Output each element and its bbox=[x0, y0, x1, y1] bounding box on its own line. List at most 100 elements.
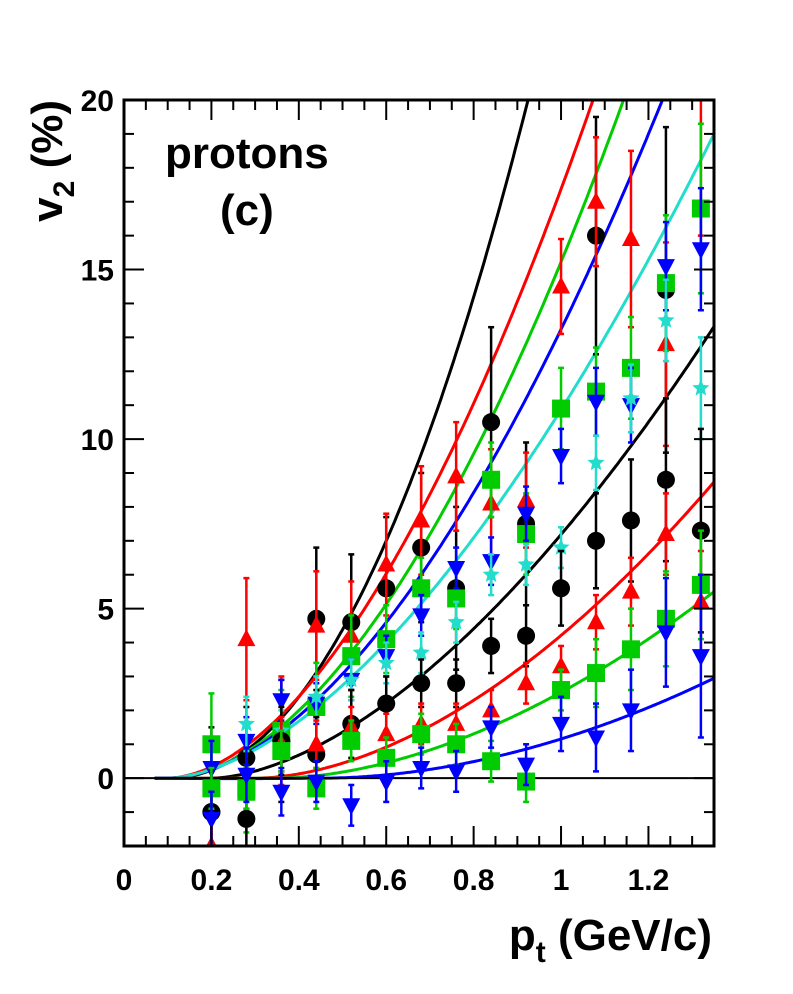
data-points bbox=[202, 73, 710, 863]
x-tick-label: 0.4 bbox=[278, 864, 320, 897]
series-cyan-1 bbox=[237, 278, 710, 753]
marker bbox=[307, 734, 326, 752]
marker bbox=[656, 524, 675, 542]
marker bbox=[656, 625, 675, 643]
marker bbox=[307, 774, 326, 792]
marker bbox=[412, 579, 431, 598]
x-tick-label: 0 bbox=[116, 864, 133, 897]
marker bbox=[307, 615, 326, 633]
marker bbox=[237, 629, 256, 647]
marker bbox=[202, 846, 220, 863]
marker bbox=[482, 470, 501, 489]
marker bbox=[692, 379, 710, 396]
marker bbox=[482, 720, 501, 738]
marker bbox=[237, 767, 256, 785]
y-tick-label: 20 bbox=[81, 85, 114, 118]
marker bbox=[552, 449, 571, 467]
marker bbox=[342, 647, 361, 666]
x-tick-label: 1 bbox=[553, 864, 570, 897]
marker bbox=[447, 674, 466, 693]
marker bbox=[377, 774, 396, 792]
annotation-panel-c: (c) bbox=[220, 186, 274, 235]
marker bbox=[517, 555, 535, 572]
x-tick-label: 1.2 bbox=[628, 864, 670, 897]
marker bbox=[587, 531, 605, 550]
x-tick-label: 0.8 bbox=[453, 864, 495, 897]
marker bbox=[412, 608, 431, 626]
marker bbox=[621, 229, 640, 247]
marker bbox=[656, 259, 675, 277]
y-axis-title-rest: (%) bbox=[23, 100, 72, 181]
y-tick-label: 5 bbox=[97, 594, 114, 627]
marker bbox=[412, 761, 431, 779]
marker bbox=[447, 613, 465, 630]
marker bbox=[517, 626, 536, 645]
y-tick-label: 10 bbox=[81, 424, 114, 457]
marker bbox=[342, 731, 361, 750]
marker bbox=[517, 673, 536, 691]
axis-ticks bbox=[123, 99, 715, 847]
y-tick-label: 0 bbox=[97, 763, 114, 796]
marker bbox=[342, 670, 360, 688]
marker bbox=[587, 612, 605, 630]
y-tick-label: 15 bbox=[81, 255, 114, 288]
marker bbox=[482, 413, 501, 432]
series-blue-2 bbox=[202, 573, 710, 846]
marker bbox=[377, 694, 396, 713]
marker bbox=[447, 735, 466, 754]
marker bbox=[587, 453, 605, 471]
marker bbox=[517, 757, 536, 775]
marker bbox=[587, 664, 605, 683]
x-axis-title: pt (GeV/c) bbox=[509, 911, 712, 969]
marker bbox=[447, 560, 466, 578]
marker bbox=[447, 764, 466, 782]
marker bbox=[656, 470, 675, 489]
marker bbox=[552, 656, 571, 674]
marker bbox=[447, 713, 466, 731]
marker bbox=[622, 389, 640, 406]
marker bbox=[657, 311, 675, 328]
marker bbox=[377, 554, 396, 572]
marker bbox=[202, 779, 221, 798]
marker bbox=[621, 581, 640, 599]
marker bbox=[552, 681, 571, 700]
marker bbox=[692, 73, 710, 90]
marker bbox=[237, 809, 256, 828]
x-axis-title-sub: t bbox=[536, 936, 546, 969]
marker bbox=[272, 784, 291, 802]
marker bbox=[587, 191, 605, 209]
marker bbox=[482, 565, 500, 582]
marker bbox=[412, 510, 431, 528]
marker bbox=[482, 752, 501, 771]
marker bbox=[587, 730, 605, 748]
marker bbox=[377, 724, 396, 742]
x-tick-label: 0.6 bbox=[365, 864, 407, 897]
annotation-protons: protons bbox=[165, 129, 329, 178]
marker bbox=[691, 649, 710, 667]
marker bbox=[412, 674, 431, 693]
marker bbox=[621, 640, 640, 659]
marker bbox=[517, 506, 536, 524]
marker bbox=[412, 725, 431, 744]
y-axis-title-main: v bbox=[23, 197, 72, 222]
marker bbox=[237, 714, 255, 732]
marker bbox=[342, 798, 361, 816]
marker bbox=[377, 653, 395, 671]
x-axis-title-main: p bbox=[509, 911, 536, 960]
marker bbox=[691, 242, 710, 260]
marker bbox=[621, 511, 640, 530]
marker bbox=[272, 693, 291, 711]
x-tick-label: 0.2 bbox=[191, 864, 233, 897]
marker bbox=[412, 643, 430, 660]
marker bbox=[587, 394, 605, 412]
marker bbox=[552, 716, 571, 734]
y-axis-title-sub: 2 bbox=[48, 181, 81, 198]
marker bbox=[272, 742, 291, 761]
tick-labels: 0 0.2 0.4 0.6 0.8 1 1.2 0 5 10 15 20 bbox=[81, 85, 670, 897]
marker bbox=[202, 811, 221, 829]
marker bbox=[377, 748, 396, 767]
marker bbox=[552, 579, 571, 598]
marker bbox=[447, 589, 466, 608]
marker bbox=[447, 466, 466, 484]
